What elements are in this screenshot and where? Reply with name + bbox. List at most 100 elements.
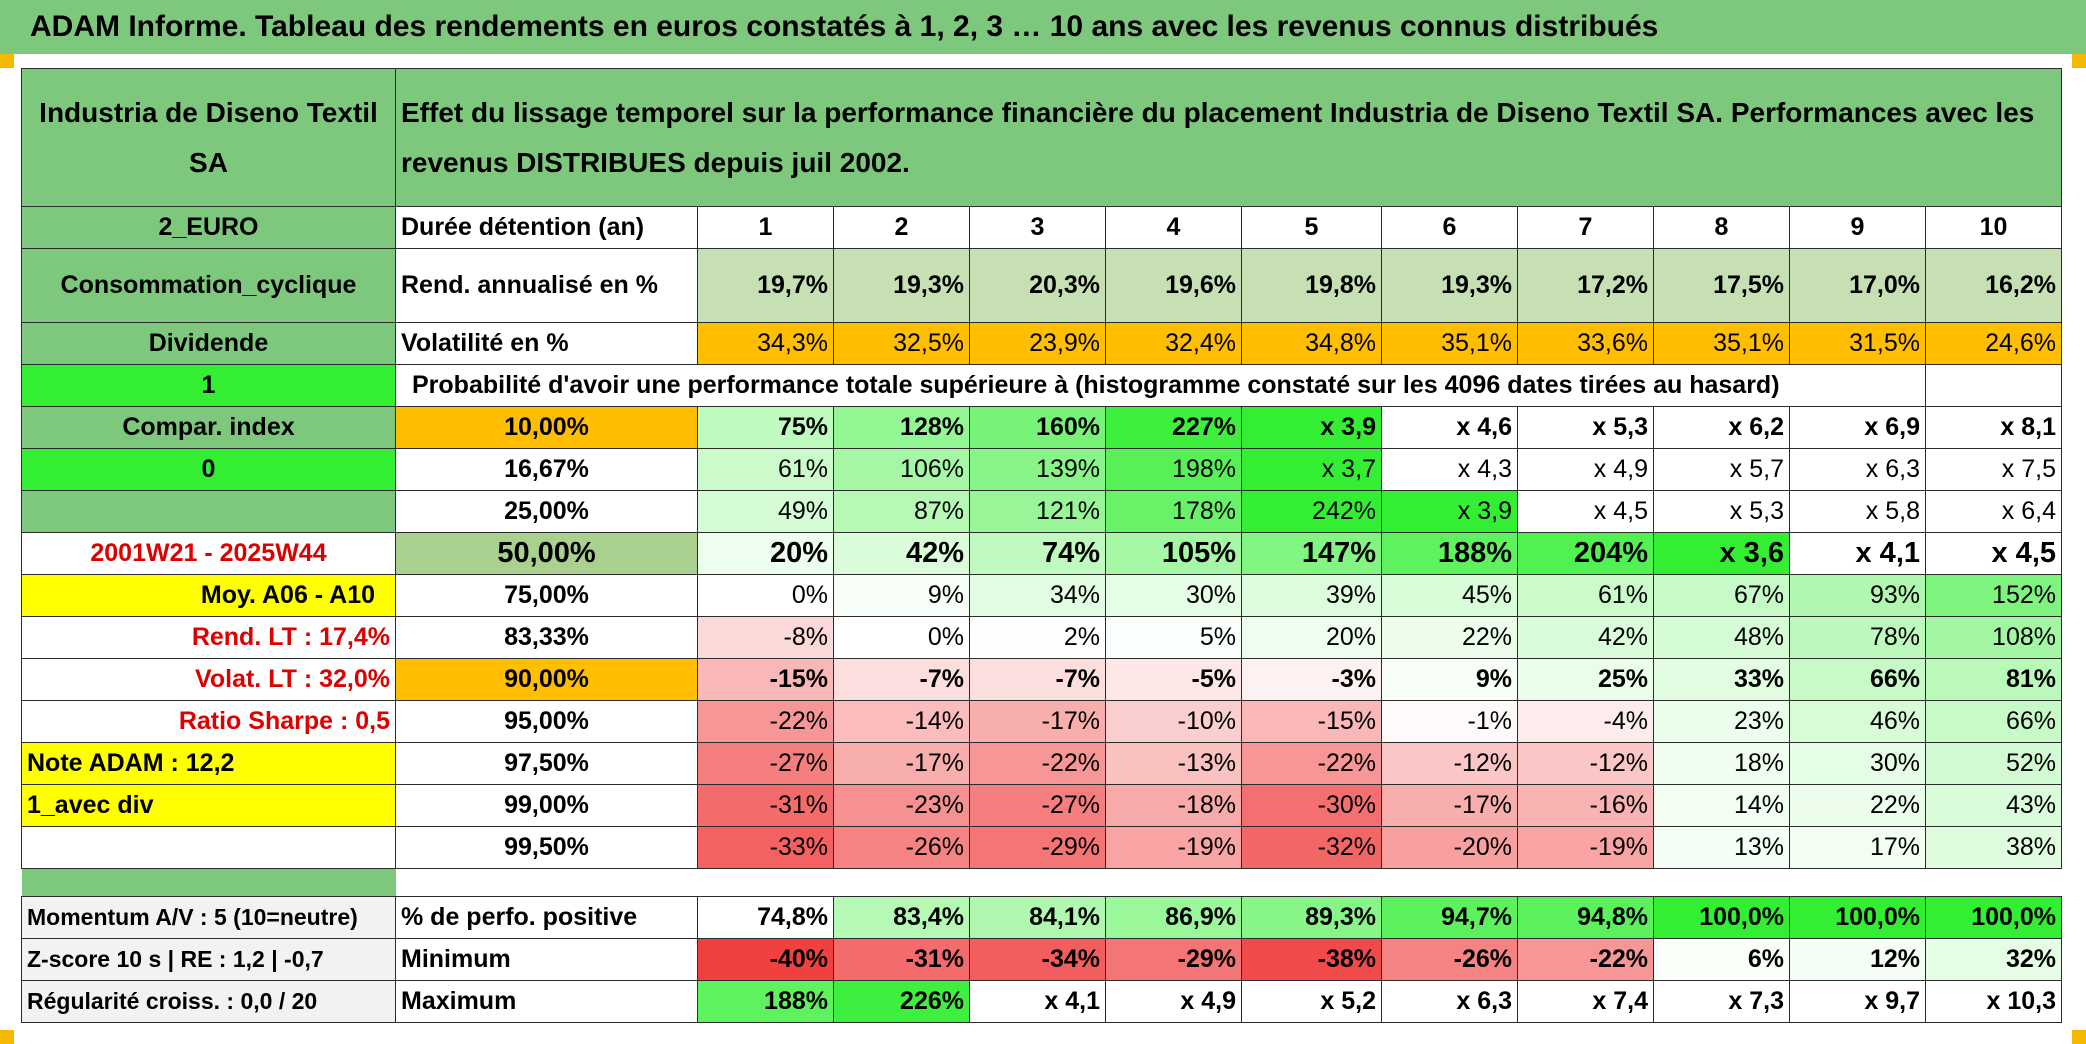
mode-label: 1 (21, 364, 396, 407)
summary-value: x 4,9 (1105, 980, 1242, 1023)
percentile-value: -30% (1241, 784, 1382, 827)
percentile-value: 139% (969, 448, 1106, 491)
percentile-value: x 5,3 (1517, 406, 1654, 449)
percentile-value: x 6,9 (1789, 406, 1926, 449)
performance-table: Industria de Diseno Textil SA Effet du l… (21, 68, 2062, 1023)
percentile-value: 18% (1653, 742, 1790, 785)
percentile-value: 13% (1653, 826, 1790, 869)
summary-value: -29% (1105, 938, 1242, 981)
percentile-value: -29% (969, 826, 1106, 869)
rend-cell: 19,8% (1241, 248, 1382, 323)
rend-cell: 17,2% (1517, 248, 1654, 323)
side-label (21, 490, 396, 533)
percentile-value: 78% (1789, 616, 1926, 659)
percentile-value: 9% (1381, 658, 1518, 701)
percentile-value: x 6,4 (1925, 490, 2062, 533)
side-label: 2001W21 - 2025W44 (21, 532, 396, 575)
rend-label: Rend. annualisé en % (395, 248, 698, 323)
percentile-value: 17% (1789, 826, 1926, 869)
percentile-value: -31% (697, 784, 834, 827)
summary-value: 100,0% (1653, 896, 1790, 939)
side-label (21, 826, 396, 869)
percentile-value: -18% (1105, 784, 1242, 827)
summary-value: 74,8% (697, 896, 834, 939)
side-label: Compar. index (21, 406, 396, 449)
summary-row-label: Minimum (395, 938, 698, 981)
percentile-value: 198% (1105, 448, 1242, 491)
summary-value: -38% (1241, 938, 1382, 981)
percentile-value: -14% (833, 700, 970, 743)
rend-cell: 19,3% (1381, 248, 1518, 323)
summary-value: -22% (1517, 938, 1654, 981)
summary-value: 89,3% (1241, 896, 1382, 939)
summary-value: x 4,1 (969, 980, 1106, 1023)
volat-cell: 23,9% (969, 322, 1106, 365)
volat-cell: 32,4% (1105, 322, 1242, 365)
percentile-value: -17% (969, 700, 1106, 743)
percentile-value: x 3,9 (1381, 490, 1518, 533)
percentile-value: 20% (697, 532, 834, 575)
percentile-value: 0% (833, 616, 970, 659)
volat-cell: 33,6% (1517, 322, 1654, 365)
percentile-value: 75% (697, 406, 834, 449)
spacer (21, 868, 396, 897)
percentile-value: 242% (1241, 490, 1382, 533)
summary-value: -34% (969, 938, 1106, 981)
percentile-value: x 3,6 (1653, 532, 1790, 575)
percentile-value: 87% (833, 490, 970, 533)
percentile-value: -12% (1517, 742, 1654, 785)
volat-cell: 34,3% (697, 322, 834, 365)
percentile-value: 20% (1241, 616, 1382, 659)
percentile-value: -3% (1241, 658, 1382, 701)
summary-value: x 9,7 (1789, 980, 1926, 1023)
percentile-value: 22% (1381, 616, 1518, 659)
side-label: Note ADAM : 12,2 (21, 742, 396, 785)
percentile-threshold: 16,67% (395, 448, 698, 491)
percentile-value: 42% (1517, 616, 1654, 659)
percentile-value: 23% (1653, 700, 1790, 743)
percentile-value: 66% (1789, 658, 1926, 701)
percentile-value: -23% (833, 784, 970, 827)
summary-value: 6% (1653, 938, 1790, 981)
percentile-threshold: 83,33% (395, 616, 698, 659)
summary-value: 12% (1789, 938, 1926, 981)
rend-cell: 19,3% (833, 248, 970, 323)
percentile-value: x 4,6 (1381, 406, 1518, 449)
percentile-value: -10% (1105, 700, 1242, 743)
report-title: ADAM Informe. Tableau des rendements en … (0, 0, 2086, 54)
percentile-value: 14% (1653, 784, 1790, 827)
percentile-value: 160% (969, 406, 1106, 449)
percentile-value: x 6,2 (1653, 406, 1790, 449)
percentile-value: 25% (1517, 658, 1654, 701)
percentile-value: x 4,5 (1925, 532, 2062, 575)
percentile-threshold: 75,00% (395, 574, 698, 617)
percentile-value: -7% (969, 658, 1106, 701)
percentile-value: 67% (1653, 574, 1790, 617)
volat-cell: 35,1% (1381, 322, 1518, 365)
summary-value: x 7,4 (1517, 980, 1654, 1023)
rend-cell: 17,5% (1653, 248, 1790, 323)
percentile-value: 188% (1381, 532, 1518, 575)
percentile-threshold: 99,50% (395, 826, 698, 869)
percentile-value: 43% (1925, 784, 2062, 827)
percentile-value: -15% (1241, 700, 1382, 743)
percentile-value: -33% (697, 826, 834, 869)
probability-caption: Probabilité d'avoir une performance tota… (395, 364, 1926, 407)
summary-value: -31% (833, 938, 970, 981)
percentile-value: -12% (1381, 742, 1518, 785)
percentile-value: 147% (1241, 532, 1382, 575)
year-header: 9 (1789, 206, 1926, 249)
percentile-value: -15% (697, 658, 834, 701)
percentile-value: 178% (1105, 490, 1242, 533)
percentile-value: x 4,5 (1517, 490, 1654, 533)
percentile-value: x 4,9 (1517, 448, 1654, 491)
volat-cell: 24,6% (1925, 322, 2062, 365)
percentile-value: 22% (1789, 784, 1926, 827)
percentile-value: -17% (833, 742, 970, 785)
percentile-value: 34% (969, 574, 1106, 617)
percentile-value: -22% (969, 742, 1106, 785)
percentile-value: -19% (1105, 826, 1242, 869)
summary-value: x 5,2 (1241, 980, 1382, 1023)
percentile-value: 0% (697, 574, 834, 617)
percentile-value: -16% (1517, 784, 1654, 827)
